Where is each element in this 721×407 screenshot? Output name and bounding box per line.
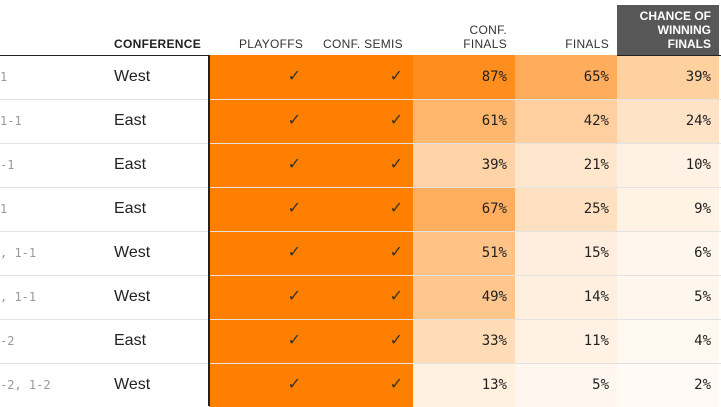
playoffs-check-cell: ✓ — [209, 275, 311, 319]
conf-finals-cell: 61% — [413, 99, 515, 143]
header-conf-semis: CONF. SEMIS — [323, 37, 403, 51]
conference-cell: West — [114, 68, 151, 85]
playoffs-check-cell: ✓ — [209, 55, 311, 99]
row-divider — [0, 319, 721, 320]
finals-cell: 11% — [515, 319, 617, 363]
table-row: , 1-1 West ✓ ✓ 51% 15% 6% — [0, 231, 721, 275]
table-row: , 1-1 West ✓ ✓ 49% 14% 5% — [0, 275, 721, 319]
conf-finals-cell: 51% — [413, 231, 515, 275]
conf-semis-check-cell: ✓ — [311, 319, 413, 363]
row-divider — [0, 143, 721, 144]
header-divider — [617, 55, 721, 56]
win-finals-cell: 5% — [617, 275, 719, 319]
conference-cell: West — [114, 288, 151, 305]
row-divider — [0, 187, 721, 188]
table-header: CONFERENCE PLAYOFFS CONF. SEMIS CONF. FI… — [0, 0, 721, 55]
header-finals: FINALS — [565, 37, 609, 51]
row-divider — [0, 99, 721, 100]
conference-cell: East — [114, 112, 147, 129]
conference-cell: West — [114, 244, 151, 261]
conf-semis-check-cell: ✓ — [311, 99, 413, 143]
record-cell: 1-1 — [0, 114, 22, 128]
table-row: -1 East ✓ ✓ 39% 21% 10% — [0, 143, 721, 187]
table-row: 1 West ✓ ✓ 87% 65% 39% — [0, 55, 721, 99]
header-win-line2: WINNING — [657, 23, 711, 37]
conf-semis-check-cell: ✓ — [311, 187, 413, 231]
finals-cell: 15% — [515, 231, 617, 275]
conf-finals-cell: 49% — [413, 275, 515, 319]
conf-finals-cell: 13% — [413, 363, 515, 407]
header-conf-finals-line1: CONF. — [469, 23, 507, 37]
finals-cell: 42% — [515, 99, 617, 143]
playoffs-check-cell: ✓ — [209, 363, 311, 407]
record-cell: -2 — [0, 334, 15, 348]
playoffs-check-cell: ✓ — [209, 143, 311, 187]
finals-cell: 21% — [515, 143, 617, 187]
conf-semis-check-cell: ✓ — [311, 231, 413, 275]
conf-finals-cell: 87% — [413, 55, 515, 99]
header-divider — [0, 55, 209, 56]
finals-cell: 65% — [515, 55, 617, 99]
finals-cell: 5% — [515, 363, 617, 407]
row-divider — [0, 231, 721, 232]
table-row: -2 East ✓ ✓ 33% 11% 4% — [0, 319, 721, 363]
conf-semis-check-cell: ✓ — [311, 55, 413, 99]
finals-cell: 14% — [515, 275, 617, 319]
win-finals-cell: 10% — [617, 143, 719, 187]
conf-semis-check-cell: ✓ — [311, 363, 413, 407]
header-conference: CONFERENCE — [114, 37, 202, 51]
header-playoffs: PLAYOFFS — [239, 37, 304, 51]
table-row: 1-1 East ✓ ✓ 61% 42% 24% — [0, 99, 721, 143]
conf-semis-check-cell: ✓ — [311, 275, 413, 319]
table-row: 1 East ✓ ✓ 67% 25% 9% — [0, 187, 721, 231]
header-conf-finals-line2: FINALS — [463, 37, 507, 51]
record-cell: , 1-1 — [0, 246, 37, 260]
conf-finals-cell: 67% — [413, 187, 515, 231]
win-finals-cell: 39% — [617, 55, 719, 99]
record-cell: -2, 1-2 — [0, 378, 51, 392]
record-cell: -1 — [0, 158, 15, 172]
record-cell: 1 — [0, 202, 8, 216]
record-cell: 1 — [0, 70, 8, 84]
playoffs-check-cell: ✓ — [209, 99, 311, 143]
row-divider — [0, 275, 721, 276]
playoffs-check-cell: ✓ — [209, 187, 311, 231]
conference-cell: East — [114, 200, 147, 217]
win-finals-cell: 24% — [617, 99, 719, 143]
conference-cell: East — [114, 332, 147, 349]
win-finals-cell: 4% — [617, 319, 719, 363]
playoffs-check-cell: ✓ — [209, 231, 311, 275]
conference-cell: West — [114, 376, 151, 393]
conf-finals-cell: 39% — [413, 143, 515, 187]
conference-cell: East — [114, 156, 147, 173]
conf-semis-check-cell: ✓ — [311, 143, 413, 187]
conf-finals-cell: 33% — [413, 319, 515, 363]
column-divider — [208, 55, 210, 406]
win-finals-cell: 2% — [617, 363, 719, 407]
win-finals-cell: 9% — [617, 187, 719, 231]
header-conf-finals: CONF. FINALS — [445, 23, 507, 51]
header-win-line1: CHANCE OF — [639, 9, 711, 23]
finals-cell: 25% — [515, 187, 617, 231]
header-chance-of-winning-finals: CHANCE OF WINNING FINALS — [617, 5, 719, 55]
header-win-line3: FINALS — [667, 37, 711, 51]
row-divider — [0, 363, 721, 364]
playoffs-check-cell: ✓ — [209, 319, 311, 363]
record-cell: , 1-1 — [0, 290, 37, 304]
table-row: -2, 1-2 West ✓ ✓ 13% 5% 2% — [0, 363, 721, 407]
win-finals-cell: 6% — [617, 231, 719, 275]
